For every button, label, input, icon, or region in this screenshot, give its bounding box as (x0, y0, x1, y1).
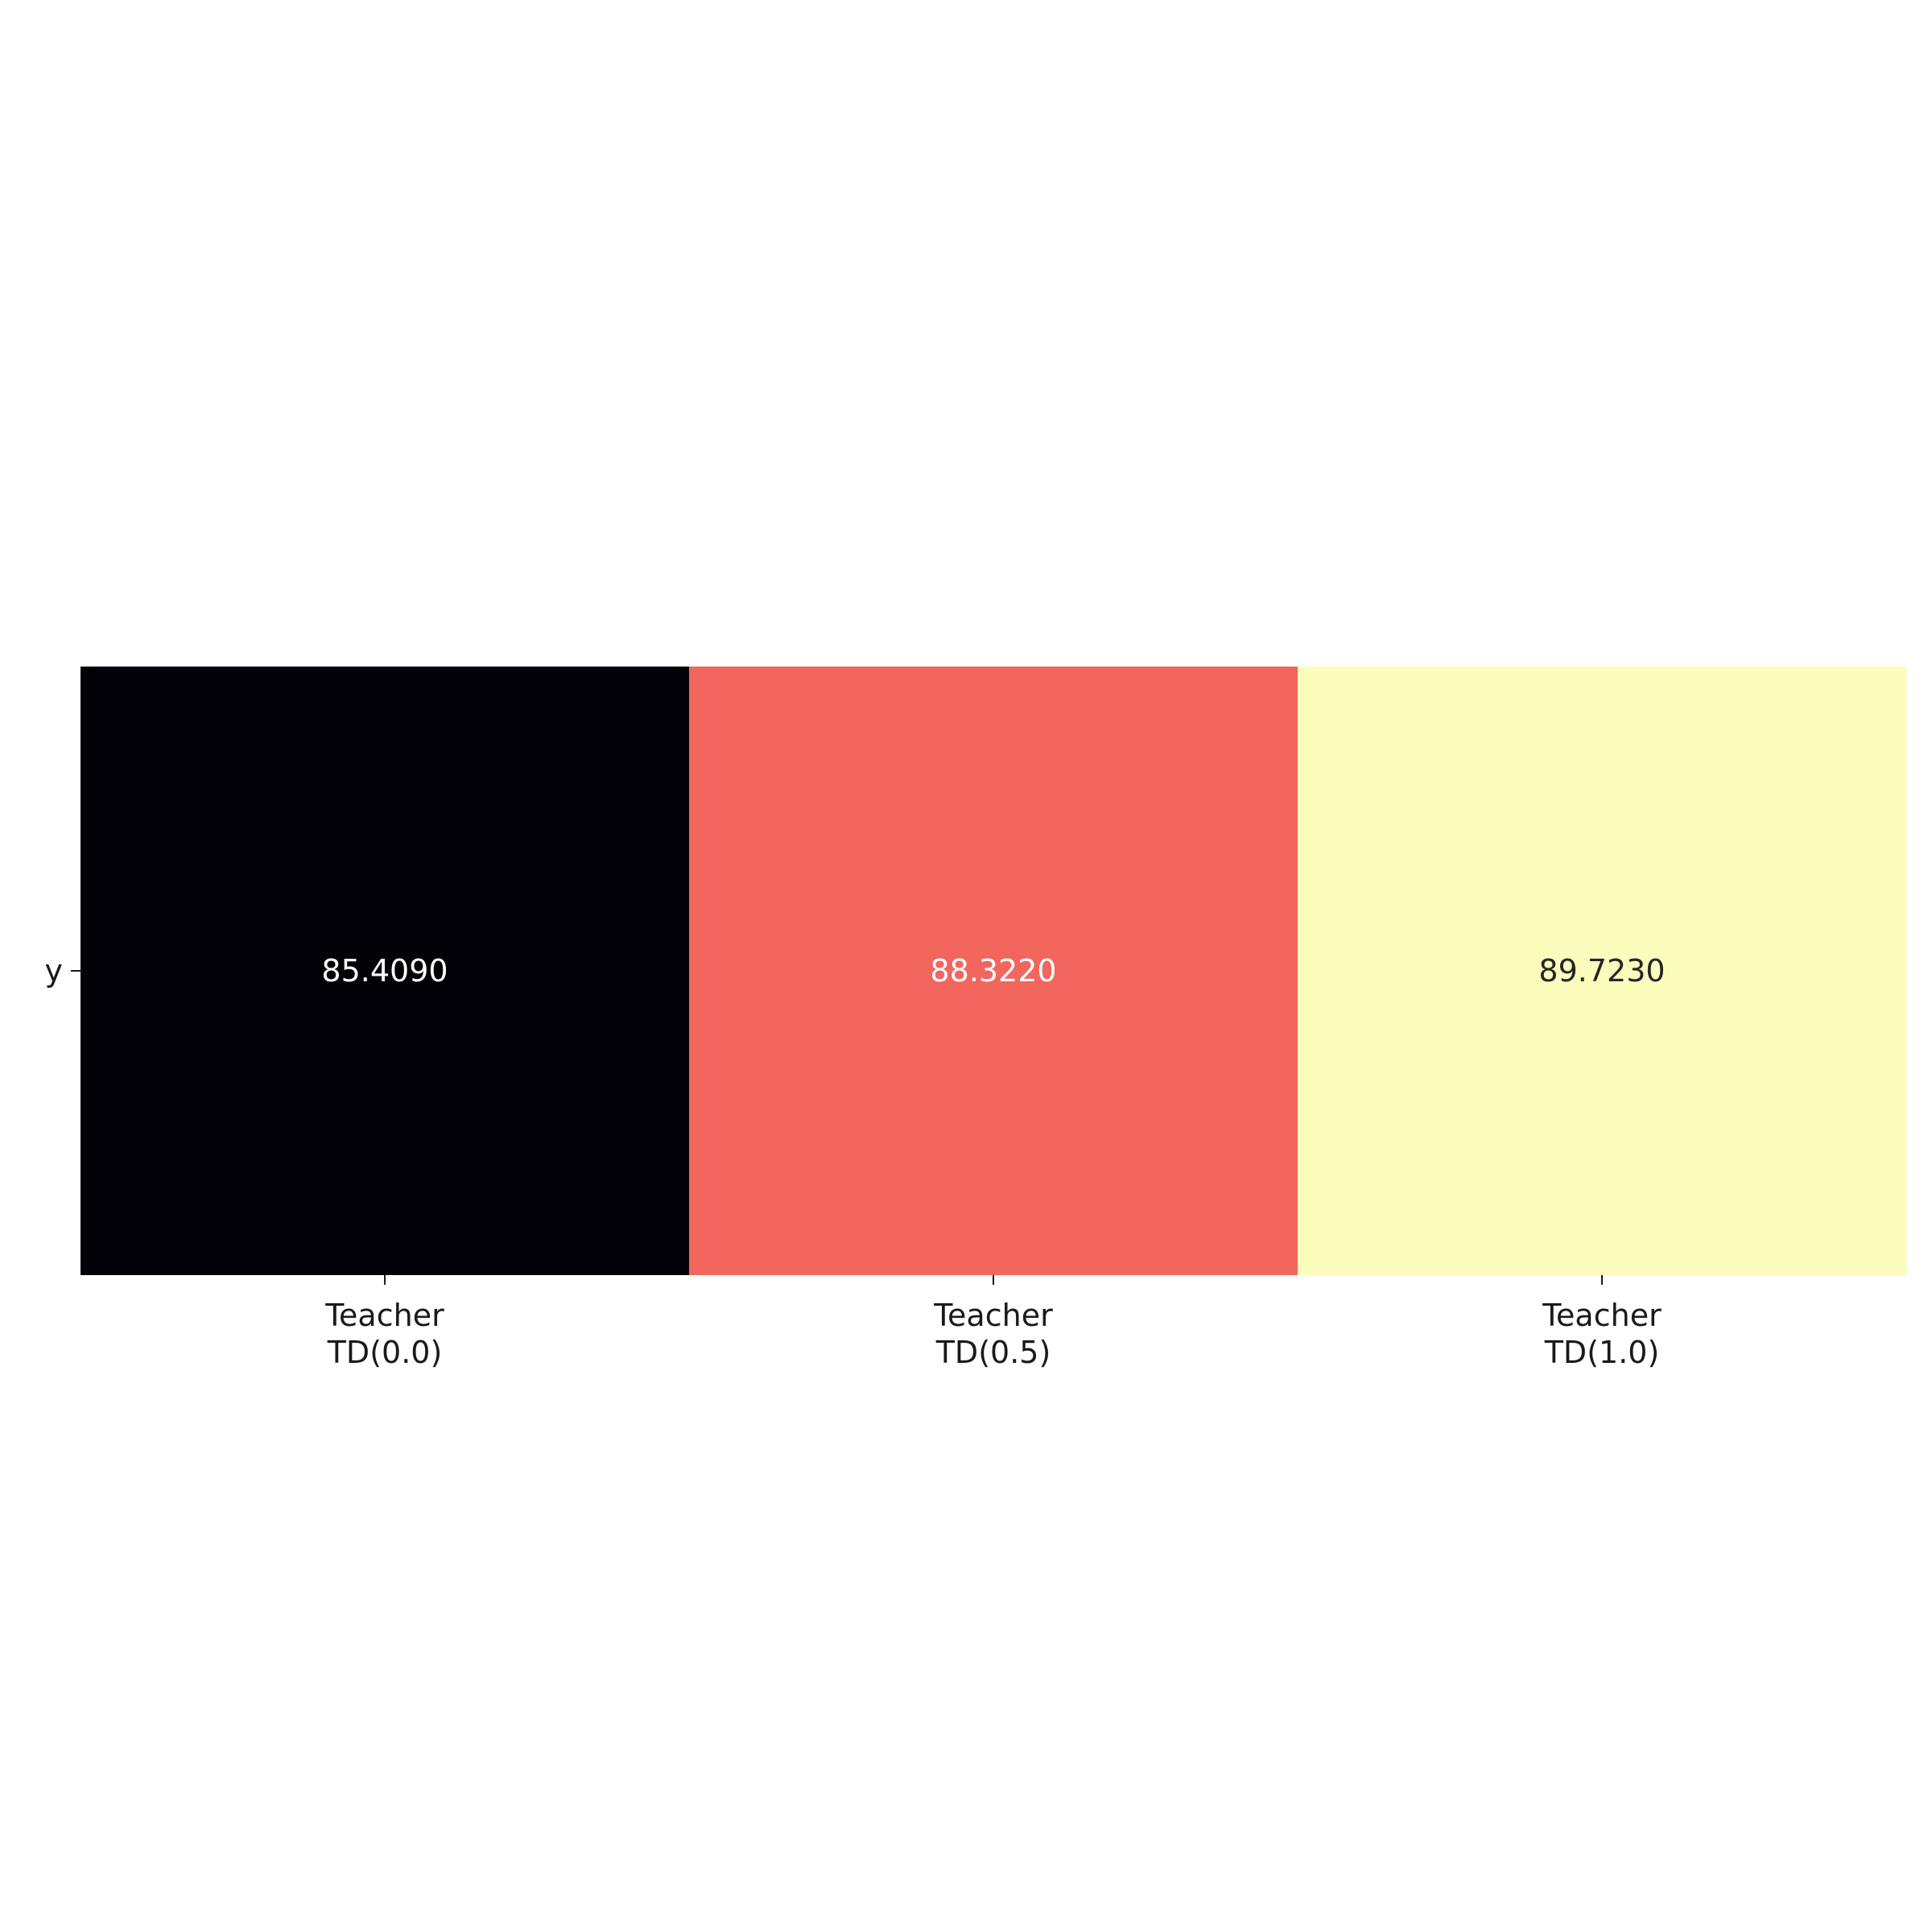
x-tick-label-line-1: Teacher (933, 1298, 1053, 1333)
heatmap-cell-0-1 (689, 667, 1298, 1275)
x-tick-label-line-2: TD(0.5) (935, 1335, 1051, 1370)
x-tick-label-line-1: Teacher (1542, 1298, 1662, 1333)
heatmap-cell-0-0 (80, 667, 690, 1275)
heatmap-cell-0-2 (1298, 667, 1907, 1275)
cell-annotation-0-1: 88.3220 (930, 953, 1056, 989)
x-tick-label-line-1: Teacher (324, 1298, 444, 1333)
heatmap-cells (80, 667, 1907, 1275)
cell-annotations: 85.4090 88.3220 89.7230 (321, 953, 1665, 989)
cell-annotation-0-2: 89.7230 (1538, 953, 1665, 989)
cell-annotation-0-0: 85.4090 (321, 953, 448, 989)
y-tick-label: y (45, 953, 64, 989)
x-axis: TeacherTD(0.0)TeacherTD(0.5)TeacherTD(1.… (324, 1275, 1662, 1370)
x-tick-label-line-2: TD(0.0) (327, 1335, 443, 1370)
x-tick-label-line-2: TD(1.0) (1544, 1335, 1660, 1370)
y-axis: y (45, 953, 80, 989)
